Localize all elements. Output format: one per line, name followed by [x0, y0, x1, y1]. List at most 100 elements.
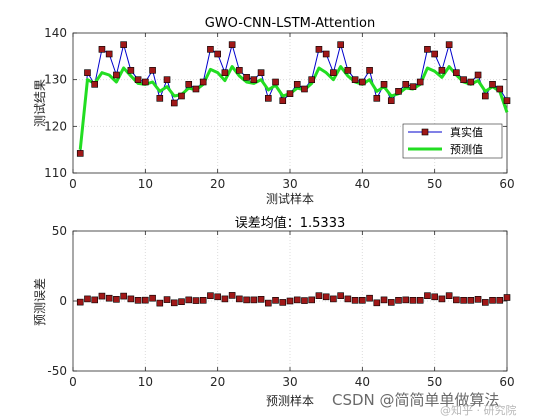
true-value-point	[170, 99, 178, 107]
error-point	[257, 296, 265, 303]
true-value-point	[98, 46, 106, 53]
error-point	[170, 299, 178, 307]
error-point	[120, 292, 127, 300]
error-point	[105, 294, 113, 302]
error-point	[489, 296, 496, 304]
true-value-point	[503, 97, 511, 104]
true-value-point	[402, 81, 410, 88]
y-tick-label: -50	[47, 364, 67, 378]
true-value-point	[467, 78, 475, 86]
true-value-point	[359, 78, 366, 86]
true-value-point	[286, 90, 294, 97]
error-point	[76, 298, 84, 306]
predicted-value-line	[78, 65, 509, 150]
error-point	[359, 296, 366, 304]
error-point	[286, 297, 294, 305]
true-value-point	[199, 78, 207, 86]
error-point	[134, 296, 142, 304]
true-value-point	[163, 76, 171, 83]
y-tick-label: 110	[44, 166, 67, 180]
true-value-point	[214, 50, 221, 58]
error-point	[185, 296, 193, 304]
x-tick-label: 10	[138, 177, 153, 191]
error-point	[330, 295, 337, 303]
true-value-point	[344, 67, 352, 74]
error-point	[460, 296, 467, 304]
bottom-ylabel: 预测误差	[33, 278, 47, 326]
bottom-axes: 误差均值：1.5333 预测样本 预测误差 0 10 20 30 40 50 60-5005…	[33, 215, 515, 408]
true-value-point	[228, 41, 236, 48]
true-value-point	[257, 69, 265, 76]
error-point	[467, 296, 475, 304]
top-ylabel: 测试结果	[32, 79, 47, 127]
legend-true-label: 真实值	[450, 125, 483, 139]
true-value-point	[142, 78, 149, 86]
true-value-point	[185, 81, 193, 88]
error-point	[236, 295, 243, 303]
true-value-point	[308, 76, 316, 83]
true-value-point	[84, 69, 91, 76]
error-point	[474, 296, 482, 303]
true-value-point	[380, 81, 388, 88]
error-point	[264, 299, 272, 307]
error-point	[113, 296, 120, 303]
error-point	[395, 296, 402, 304]
x-tick-label: 40	[355, 375, 370, 389]
true-value-point	[409, 83, 417, 90]
error-point	[199, 296, 207, 304]
true-value-point	[395, 88, 402, 95]
x-tick-label: 20	[210, 375, 225, 389]
error-point	[496, 296, 504, 304]
true-value-point	[127, 67, 135, 74]
true-value-point	[250, 76, 258, 83]
top-axes: GWO-CNN-LSTM-Attention 测试样本 测试结果 0 10 20 30…	[32, 16, 515, 206]
error-point	[250, 296, 258, 304]
true-value-point	[120, 41, 127, 48]
true-value-point	[431, 50, 438, 58]
error-point	[438, 295, 446, 303]
error-point	[380, 296, 388, 304]
y-tick-label: 140	[44, 26, 67, 40]
error-point	[272, 296, 279, 304]
x-tick-label: 0	[69, 177, 77, 191]
error-point	[366, 294, 373, 302]
error-point	[214, 293, 221, 301]
true-value-point	[322, 50, 330, 58]
true-value-point	[221, 69, 229, 76]
error-point	[445, 292, 453, 299]
error-point	[315, 292, 323, 299]
x-tick-label: 30	[282, 375, 297, 389]
true-value-point	[134, 76, 142, 83]
error-point	[301, 297, 308, 304]
true-value-point	[416, 78, 424, 86]
x-tick-label: 50	[427, 177, 442, 191]
error-point	[409, 296, 417, 304]
true-value-point	[453, 69, 460, 76]
true-value-point	[264, 95, 272, 102]
true-value-point	[337, 41, 344, 48]
error-point	[142, 296, 149, 304]
true-value-point	[424, 46, 431, 53]
error-point	[373, 299, 381, 307]
true-value-point	[279, 97, 287, 104]
error-point	[279, 299, 287, 306]
error-point	[192, 297, 200, 304]
watermark-faint: @知乎 · 研究院	[440, 403, 517, 417]
true-value-point	[301, 85, 308, 93]
error-point	[481, 299, 489, 306]
error-point	[127, 295, 135, 303]
error-point	[431, 293, 438, 301]
x-tick-label: 10	[138, 375, 153, 389]
true-value-point	[207, 46, 214, 53]
true-value-point	[91, 81, 98, 88]
true-value-point	[156, 95, 164, 102]
x-tick-label: 50	[427, 375, 442, 389]
true-value-point	[113, 71, 120, 79]
error-point	[221, 295, 229, 303]
x-tick-label: 40	[355, 177, 370, 191]
error-point	[293, 296, 301, 304]
true-value-point	[192, 85, 200, 93]
true-value-point	[481, 92, 489, 100]
legend-true-marker	[421, 128, 429, 136]
